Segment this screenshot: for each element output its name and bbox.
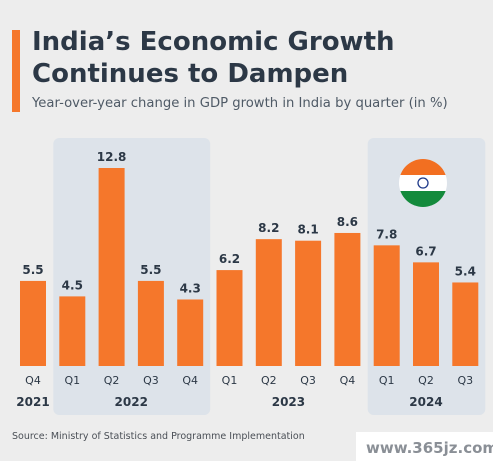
quarter-tick-label-4: Q4 <box>182 374 198 387</box>
bar-6 <box>255 239 282 366</box>
bar-4 <box>177 299 204 366</box>
chart-title-line-1: India’s Economic Growth <box>32 27 395 57</box>
bar-2 <box>98 168 125 366</box>
value-label-6: 8.2 <box>258 221 279 235</box>
bar-8 <box>334 232 361 366</box>
value-label-8: 8.6 <box>337 215 358 229</box>
value-label-4: 4.3 <box>180 281 201 295</box>
quarter-tick-label-8: Q4 <box>340 374 356 387</box>
source-note: Source: Ministry of Statistics and Progr… <box>12 431 305 442</box>
value-label-7: 8.1 <box>297 223 318 237</box>
chart-title: India’s Economic Growth Continues to Dam… <box>32 26 472 90</box>
title-accent-bar <box>12 30 20 112</box>
chart-title-line-2: Continues to Dampen <box>32 59 349 89</box>
quarter-tick-label-1: Q1 <box>64 374 80 387</box>
quarter-tick-label-9: Q1 <box>379 374 395 387</box>
value-label-2: 12.8 <box>97 150 127 164</box>
year-label-2022: 2022 <box>115 395 148 409</box>
quarter-tick-label-7: Q3 <box>300 374 316 387</box>
bar-11 <box>452 282 479 366</box>
watermark-background <box>356 432 493 461</box>
value-label-11: 5.4 <box>455 264 476 278</box>
value-label-0: 5.5 <box>22 263 43 277</box>
highlight-panel-2022 <box>53 138 211 415</box>
chart-subtitle: Year-over-year change in GDP growth in I… <box>32 96 448 111</box>
year-label-2023: 2023 <box>272 395 305 409</box>
bar-3 <box>137 280 164 366</box>
watermark-text: www.365jz.com <box>366 439 493 457</box>
value-label-3: 5.5 <box>140 263 161 277</box>
bar-0 <box>20 280 46 366</box>
year-label-2021: 2021 <box>16 395 49 409</box>
year-label-2024: 2024 <box>409 395 442 409</box>
quarter-tick-label-6: Q2 <box>261 374 277 387</box>
bar-10 <box>413 262 439 366</box>
bar-9 <box>373 245 400 366</box>
value-label-5: 6.2 <box>219 252 240 266</box>
quarter-tick-label-11: Q3 <box>457 374 473 387</box>
bar-7 <box>295 240 322 366</box>
bar-5 <box>216 270 243 366</box>
quarter-tick-label-10: Q2 <box>418 374 434 387</box>
value-label-1: 4.5 <box>62 278 83 292</box>
quarter-tick-label-0: Q4 <box>25 374 41 387</box>
quarter-tick-label-3: Q3 <box>143 374 159 387</box>
india-flag-icon <box>399 159 447 207</box>
bar-chart: 5.5 Q4 4.5 Q1 12.8 Q2 5.5 Q3 4.3 Q4 6.2 Q1 8.2 Q2 8.1 Q… <box>16 138 486 415</box>
value-label-10: 6.7 <box>415 244 436 258</box>
bar-1 <box>59 296 86 366</box>
value-label-9: 7.8 <box>376 227 397 241</box>
quarter-tick-label-2: Q2 <box>104 374 120 387</box>
ashoka-chakra-icon <box>417 177 429 189</box>
quarter-tick-label-5: Q1 <box>222 374 238 387</box>
